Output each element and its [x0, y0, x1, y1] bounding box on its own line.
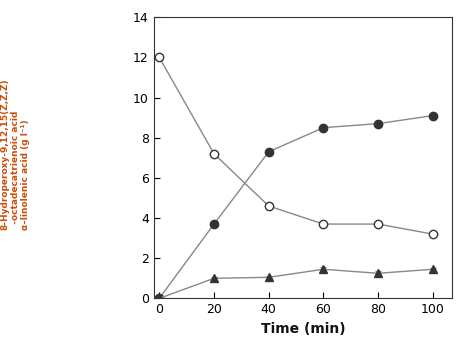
Text: 5,8-Dihydroxy-9,12,15(Z,Z,Z)
  -octadecatrienoic acid
8-Hydroperoxy-9,12,15(Z,Z,: 5,8-Dihydroxy-9,12,15(Z,Z,Z) -octadecatr…	[0, 79, 30, 230]
X-axis label: Time (min): Time (min)	[260, 322, 345, 336]
